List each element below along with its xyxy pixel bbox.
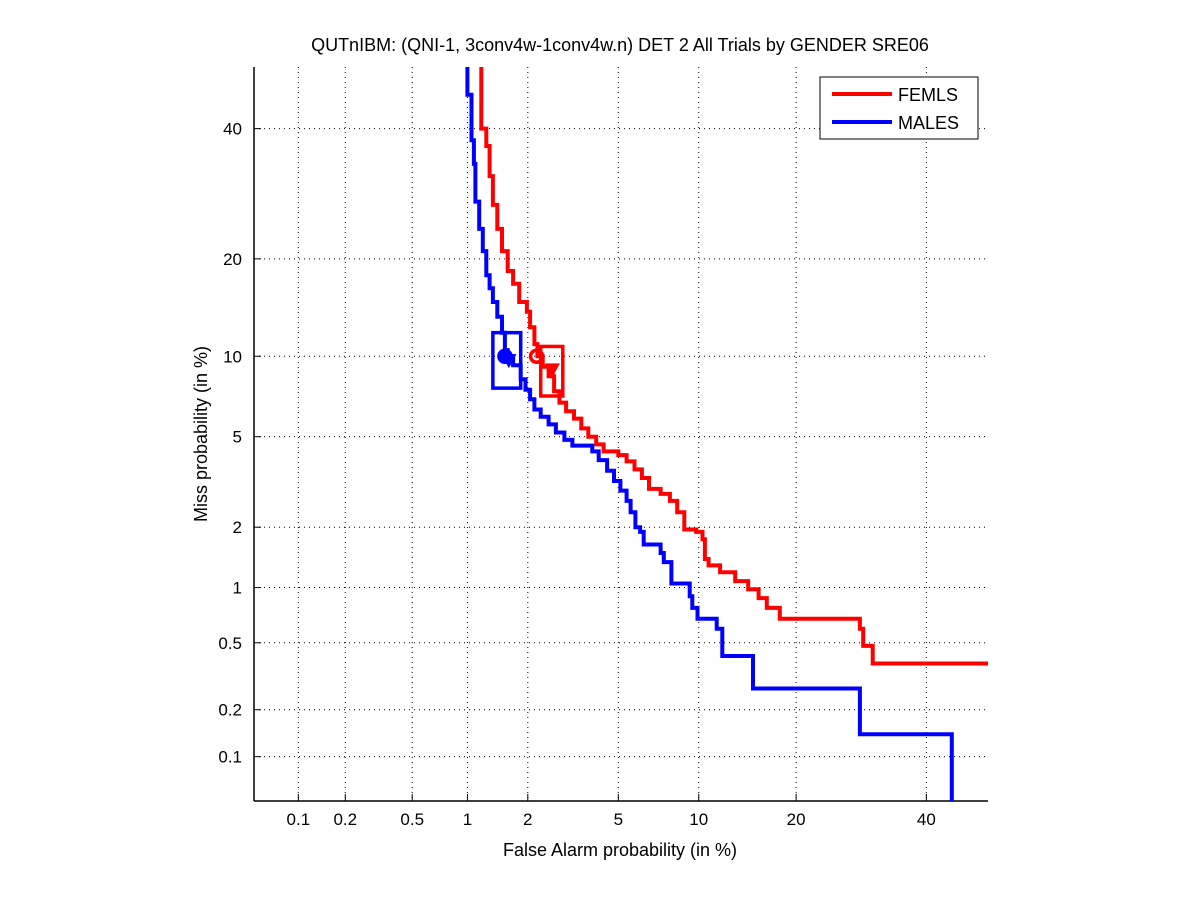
x-axis-label: False Alarm probability (in %): [503, 840, 737, 860]
y-tick-label: 20: [223, 250, 242, 269]
y-tick-label: 0.1: [218, 748, 242, 767]
series-layer: [465, 67, 988, 801]
y-tick-label: 10: [223, 347, 242, 366]
confidence-box-males: [491, 330, 523, 390]
x-tick-labels: 0.1 0.2 0.5 1 2 5 10 20 40: [287, 810, 936, 829]
y-tick-label: 5: [233, 428, 242, 447]
x-tick-label: 0.2: [333, 810, 357, 829]
y-tick-label: 40: [223, 120, 242, 139]
y-tick-label: 2: [233, 518, 242, 537]
legend-box: [819, 76, 979, 140]
y-tick-label: 1: [233, 579, 242, 598]
x-tick-label: 5: [614, 810, 623, 829]
y-axis-label: Miss probability (in %): [191, 346, 211, 522]
y-tick-labels: 0.1 0.2 0.5 1 2 5 10 20 40: [218, 120, 242, 767]
x-tick-label: 0.5: [400, 810, 424, 829]
operating-point-femls: [528, 348, 545, 365]
axes-layer: [253, 67, 988, 802]
series-line-femls: [479, 67, 988, 666]
x-tick-label: 20: [787, 810, 806, 829]
legend-label-femls: FEMLS: [898, 85, 958, 105]
series-line-males: [465, 67, 954, 801]
legend: FEMLS MALES: [819, 76, 979, 140]
y-tick-label: 0.2: [218, 701, 242, 720]
x-tick-label: 0.1: [287, 810, 311, 829]
chart-title: QUTnIBM: (QNI-1, 3conv4w-1conv4w.n) DET …: [311, 35, 929, 55]
actual-point-femls: [544, 363, 560, 378]
x-tick-label: 10: [689, 810, 708, 829]
legend-label-males: MALES: [898, 113, 959, 133]
x-tick-label: 2: [523, 810, 532, 829]
y-tick-label: 0.5: [218, 634, 242, 653]
grid-layer: [254, 67, 988, 801]
x-tick-label: 40: [917, 810, 936, 829]
actual-point-males: [501, 354, 517, 369]
x-tick-label: 1: [463, 810, 472, 829]
confidence-box-femls: [538, 344, 565, 398]
